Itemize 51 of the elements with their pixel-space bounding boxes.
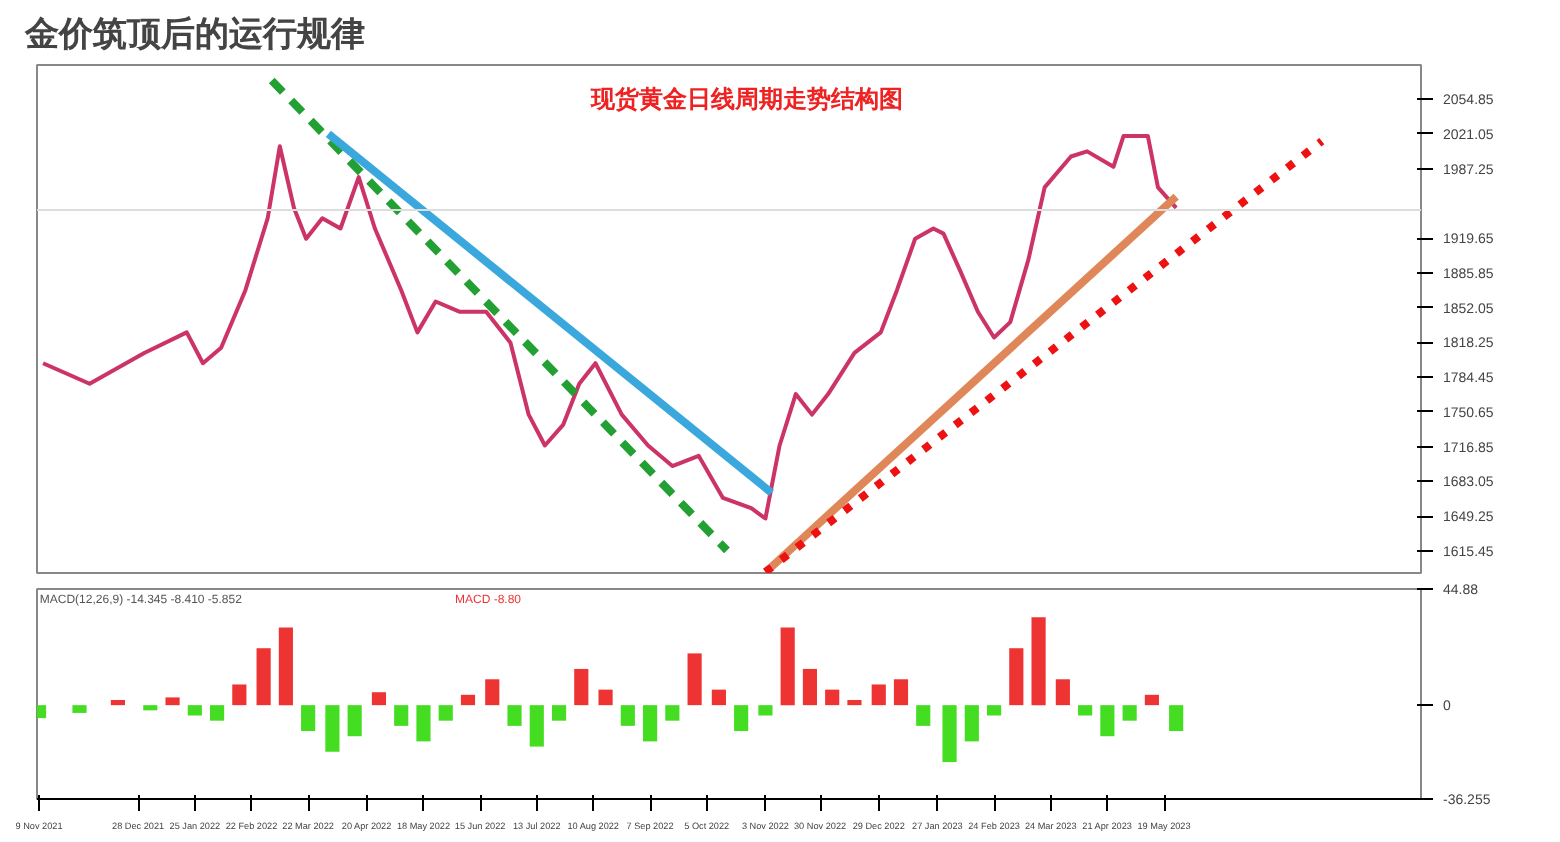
bar: [986, 705, 1002, 716]
bar: [278, 627, 293, 706]
bar: [72, 705, 87, 713]
bar: [485, 679, 500, 706]
bar: [1009, 648, 1024, 706]
bar: [871, 684, 886, 706]
bar: [825, 689, 840, 706]
bar: [1122, 705, 1137, 721]
bar: [758, 705, 773, 716]
bar: [574, 668, 589, 706]
bar: [551, 705, 567, 721]
bar: [460, 694, 476, 706]
bar: [325, 705, 340, 752]
bar: [1055, 679, 1070, 706]
bar: [942, 705, 957, 763]
bar: [507, 705, 522, 726]
bar: [165, 697, 180, 706]
bar: [347, 705, 362, 737]
chart-title: 金价筑顶后的运行规律: [23, 15, 365, 55]
bar: [687, 653, 702, 706]
bar: [416, 705, 431, 742]
bar: [964, 705, 979, 742]
bar: [893, 679, 909, 706]
bar: [598, 689, 613, 706]
bar: [734, 705, 749, 732]
bar: [143, 705, 158, 711]
bar: [232, 684, 247, 706]
bar: [1144, 694, 1159, 706]
bar: [371, 692, 387, 706]
bar: [802, 668, 818, 706]
bar: [1078, 705, 1093, 716]
bar: [438, 705, 453, 721]
bar: [529, 705, 544, 747]
bar: [1100, 705, 1115, 737]
bar: [256, 648, 271, 706]
bar: [916, 705, 931, 726]
bar: [711, 689, 726, 706]
bar: [210, 705, 225, 721]
bar: [665, 705, 680, 721]
bar: [847, 699, 862, 706]
bar: [620, 705, 635, 726]
bar: [1169, 705, 1184, 732]
bar: [1031, 617, 1046, 706]
bar: [394, 705, 409, 726]
bar: [643, 705, 658, 742]
annotation: 现货黄金日线周期走势结构图: [588, 85, 903, 114]
bar: [301, 705, 316, 732]
bar: [110, 699, 126, 706]
bar: [780, 627, 795, 706]
bar: [187, 705, 202, 716]
line-series: [41, 133, 1179, 521]
